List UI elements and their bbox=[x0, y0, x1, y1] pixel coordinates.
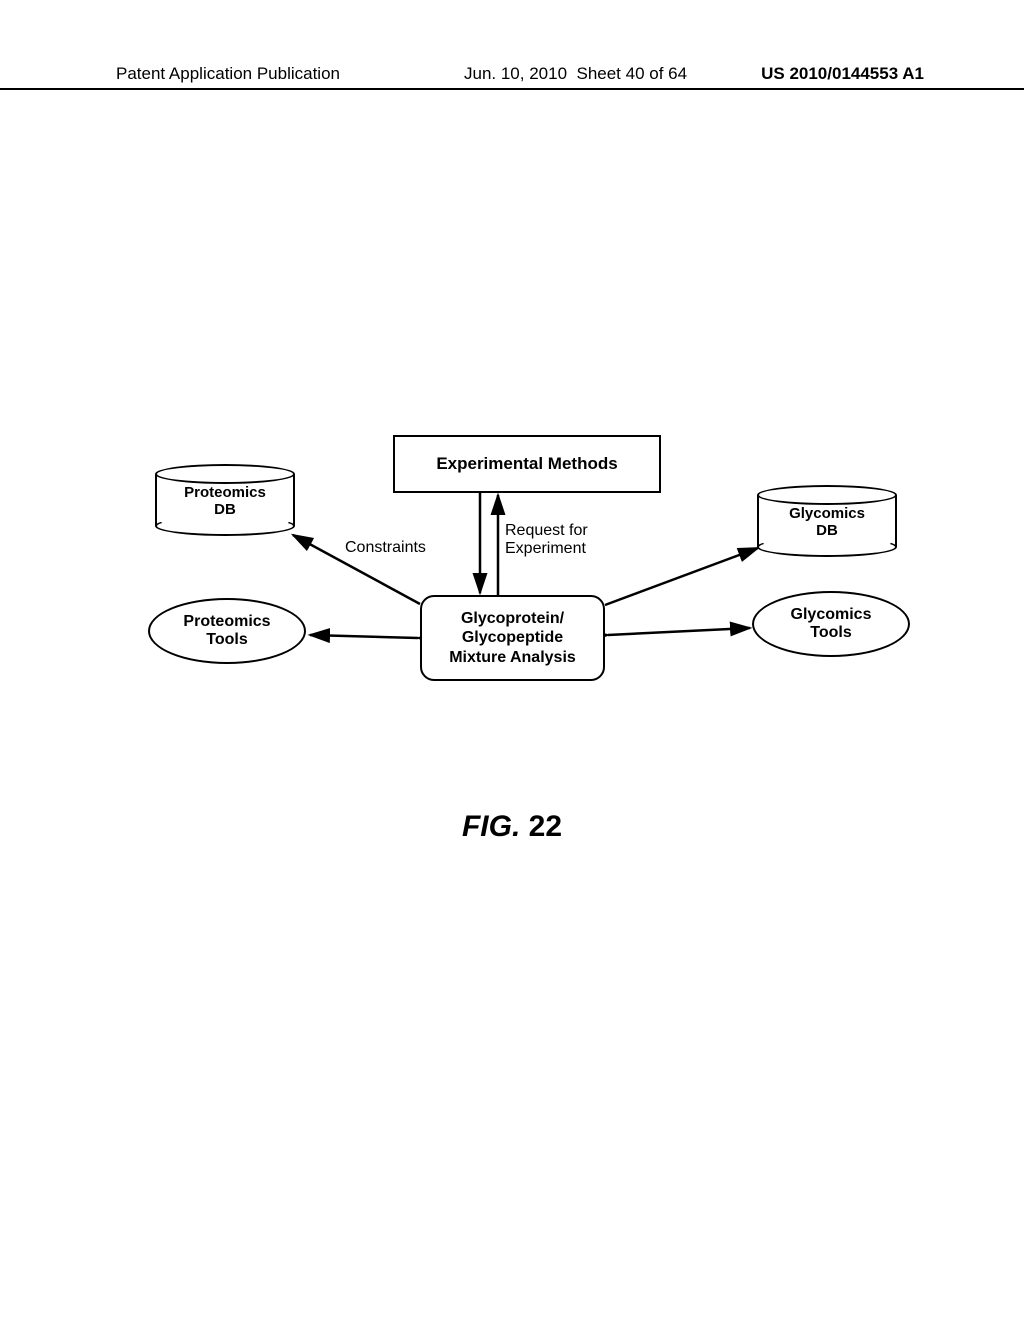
cyl-bottom bbox=[155, 516, 295, 536]
cyl-bottom bbox=[757, 537, 897, 557]
header-pubno: US 2010/0144553 A1 bbox=[761, 64, 924, 84]
header-publication-label: Patent Application Publication bbox=[116, 64, 340, 84]
page-header: Patent Application Publication Jun. 10, … bbox=[0, 60, 1024, 90]
db-label: ProteomicsDB bbox=[155, 484, 295, 519]
header-sheet: Sheet 40 of 64 bbox=[576, 64, 687, 83]
figure-caption: FIG. 22 bbox=[0, 810, 1024, 844]
edge-label-constraints: Constraints bbox=[345, 539, 426, 557]
flowchart-diagram: Experimental Methods ProteomicsDB Glycom… bbox=[0, 380, 1024, 800]
cyl-top bbox=[155, 464, 295, 484]
db-label: GlycomicsDB bbox=[757, 505, 897, 540]
figure-prefix: FIG. bbox=[462, 810, 520, 843]
figure-number: 22 bbox=[529, 810, 562, 843]
node-proteomics-db: ProteomicsDB bbox=[155, 464, 295, 536]
node-center-mixture-analysis: Glycoprotein/GlycopeptideMixture Analysi… bbox=[420, 595, 605, 681]
header-date-sheet: Jun. 10, 2010 Sheet 40 of 64 bbox=[464, 64, 687, 84]
cyl-top bbox=[757, 485, 897, 505]
node-glycomics-tools: GlycomicsTools bbox=[752, 591, 910, 657]
edge-label-request: Request forExperiment bbox=[505, 522, 588, 559]
node-glycomics-db: GlycomicsDB bbox=[757, 485, 897, 557]
node-experimental-methods: Experimental Methods bbox=[393, 435, 661, 493]
header-date: Jun. 10, 2010 bbox=[464, 64, 567, 83]
node-proteomics-tools: ProteomicsTools bbox=[148, 598, 306, 664]
